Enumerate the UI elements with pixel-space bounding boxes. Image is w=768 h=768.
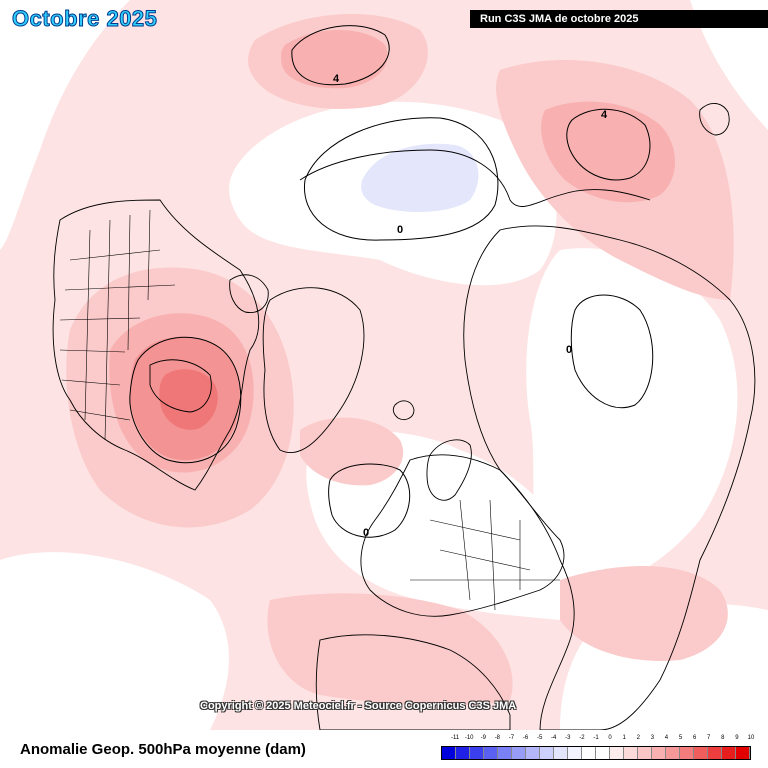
contour-label: 0 xyxy=(566,344,572,356)
color-scale-tick: 2 xyxy=(636,735,640,741)
anomaly-plus2-mediterranean xyxy=(267,593,513,706)
color-scale-tick: 10 xyxy=(747,735,755,741)
color-scale-tick: 7 xyxy=(707,735,711,741)
anomaly-minus1-area xyxy=(361,143,479,212)
contour-zero-north xyxy=(303,117,499,241)
color-scale-cell xyxy=(484,747,498,759)
color-scale-tick: -1 xyxy=(593,735,599,741)
color-scale-tick: -2 xyxy=(579,735,585,741)
coast-asia xyxy=(463,225,756,730)
color-scale-tick: 5 xyxy=(678,735,683,741)
color-scale-tick: -7 xyxy=(508,735,515,741)
contour-plus4-canada xyxy=(129,336,242,464)
color-scale-cell xyxy=(582,747,596,759)
coastlines xyxy=(52,103,756,730)
color-scale-tick: -4 xyxy=(551,735,557,741)
color-scale-tick: -3 xyxy=(565,735,571,741)
anomaly-plus2-atlantic xyxy=(300,417,404,486)
color-scale-tick: -5 xyxy=(536,735,543,741)
color-scale-cell xyxy=(596,747,610,759)
coast-scandinavia xyxy=(426,439,472,501)
contour-plus4-pacific xyxy=(291,25,390,86)
color-scale: -11 -10 -9 -8 -7 -6 -5 -4 -3 -2 -1 0 1 2 3 4 5 6 7 8 9 10 xyxy=(441,735,754,763)
color-scale-tick: 3 xyxy=(650,735,655,741)
contour-label: 0 xyxy=(363,527,369,539)
admin-borders-na xyxy=(59,209,176,441)
color-scale-tick: 6 xyxy=(692,735,697,741)
anomaly-zero-east xyxy=(526,248,738,592)
anomaly-zero-southwest xyxy=(0,552,229,730)
coast-greenland xyxy=(262,287,365,454)
anomaly-map: 4 4 0 0 0 xyxy=(0,0,768,730)
anomaly-plus2-asia xyxy=(560,566,728,661)
color-scale-ticks: -11 -10 -9 -8 -7 -6 -5 -4 -3 -2 -1 0 1 2 3 4 5 6 7 8 9 10 xyxy=(441,735,754,745)
contour-labels: 4 4 0 0 0 xyxy=(333,73,608,539)
contour-plus4-siberia xyxy=(566,108,651,181)
color-scale-cell xyxy=(694,747,708,759)
color-scale-cell xyxy=(456,747,470,759)
contour-label: 0 xyxy=(397,224,403,236)
color-scale-tick: 8 xyxy=(721,735,725,741)
color-scale-cell xyxy=(638,747,652,759)
anomaly-plus5-canada xyxy=(159,369,218,430)
copyright-text: Copyright © 2025 Meteociel.fr - Source C… xyxy=(200,700,517,712)
color-scale-cell xyxy=(652,747,666,759)
coast-north-america xyxy=(52,199,260,491)
color-scale-tick: -8 xyxy=(494,735,501,741)
coast-east-siberia xyxy=(299,149,651,207)
color-scale-tick: 0 xyxy=(608,735,612,741)
coast-japan xyxy=(699,103,730,136)
color-scale-tick: 1 xyxy=(622,735,626,741)
coast-hudson-bay xyxy=(149,359,212,413)
color-scale-tick: -10 xyxy=(464,735,474,741)
color-scale-cell xyxy=(442,747,456,759)
anomaly-zero-pacific xyxy=(0,0,130,250)
contour-zero-east xyxy=(570,294,654,409)
color-scale-tick: 4 xyxy=(664,735,669,741)
anomaly-zero-topright xyxy=(690,0,768,130)
map-title: Octobre 2025 xyxy=(11,6,158,32)
coast-arctic-islands xyxy=(229,274,269,313)
legend-footer: Anomalie Geop. 500hPa moyenne (dam) -11-… xyxy=(0,730,768,768)
contour-lines xyxy=(129,25,654,538)
color-scale-cell xyxy=(540,747,554,759)
contour-zero-atlantic xyxy=(328,463,411,538)
color-scale-tick: -6 xyxy=(522,735,529,741)
color-scale-cell xyxy=(512,747,526,759)
color-scale-cell xyxy=(568,747,582,759)
coast-svalbard xyxy=(392,400,415,421)
color-scale-cell xyxy=(526,747,540,759)
admin-borders-eu xyxy=(410,499,560,611)
color-scale-cell xyxy=(624,747,638,759)
color-scale-bar xyxy=(441,746,751,760)
color-scale-cell xyxy=(680,747,694,759)
color-scale-cell xyxy=(666,747,680,759)
color-scale-cell xyxy=(554,747,568,759)
color-scale-cell xyxy=(722,747,736,759)
color-scale-cell xyxy=(498,747,512,759)
color-scale-cell xyxy=(610,747,624,759)
color-scale-tick: -9 xyxy=(480,735,486,741)
color-scale-tick: -11 xyxy=(450,735,460,741)
color-scale-cell xyxy=(708,747,722,759)
color-scale-tick: 9 xyxy=(735,735,739,741)
contour-label: 4 xyxy=(601,109,608,121)
color-scale-cell xyxy=(470,747,484,759)
run-label: Run C3S JMA de octobre 2025 xyxy=(470,10,768,28)
anomaly-plus3-siberia xyxy=(541,101,675,203)
contour-label: 4 xyxy=(333,73,340,85)
coast-africa xyxy=(315,634,511,730)
legend-label: Anomalie Geop. 500hPa moyenne (dam) xyxy=(20,741,306,758)
anomaly-plus3-pacific xyxy=(281,30,388,89)
color-scale-cell xyxy=(736,747,750,759)
